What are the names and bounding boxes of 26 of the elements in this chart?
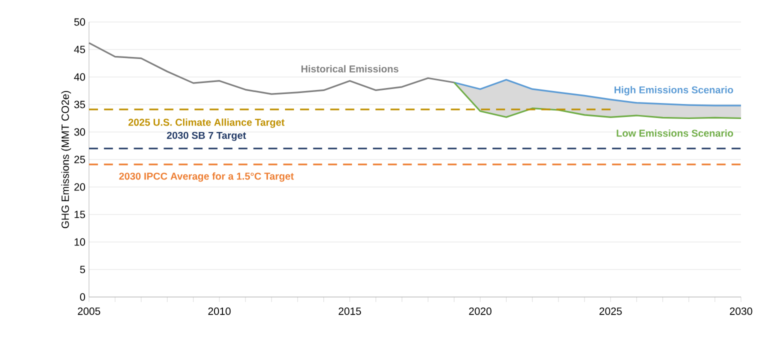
y-tick-label: 25 <box>74 156 86 164</box>
x-tick-label: 2020 <box>469 308 492 315</box>
ref-line-label: 2030 SB 7 Target <box>166 132 246 141</box>
y-tick-label: 50 <box>74 18 86 26</box>
y-tick-label: 20 <box>74 183 86 191</box>
x-tick-label: 2025 <box>600 308 622 315</box>
y-tick-label: 10 <box>74 238 86 246</box>
series-label: 2025 U.S. Climate Alliance Target <box>128 118 284 128</box>
x-tick-label: 2015 <box>338 308 361 315</box>
y-tick-label: 5 <box>80 266 86 274</box>
y-tick-label: 15 <box>74 210 86 218</box>
line-series <box>88 42 455 95</box>
y-tick-label: 35 <box>74 100 86 108</box>
y-tick-label: 30 <box>74 128 86 136</box>
x-tick-label: 2030 <box>730 308 752 315</box>
y-tick-label: 0 <box>80 293 86 301</box>
x-tick-label: 2010 <box>208 308 231 315</box>
y-tick-label: 40 <box>74 73 86 81</box>
series-label: High Emissions Scenario <box>614 86 734 96</box>
y-tick-label: 45 <box>74 46 86 54</box>
ref-line-label: 2030 IPCC Average for a 1.5°C Target <box>119 172 294 182</box>
x-tick-label: 2005 <box>78 308 100 315</box>
y-axis-title: GHG Emissions (MMT CO2e) <box>61 91 72 228</box>
series-label: Low Emissions Scenario <box>616 129 734 137</box>
line-series <box>453 78 742 106</box>
series-label: Historical Emissions <box>301 65 398 72</box>
